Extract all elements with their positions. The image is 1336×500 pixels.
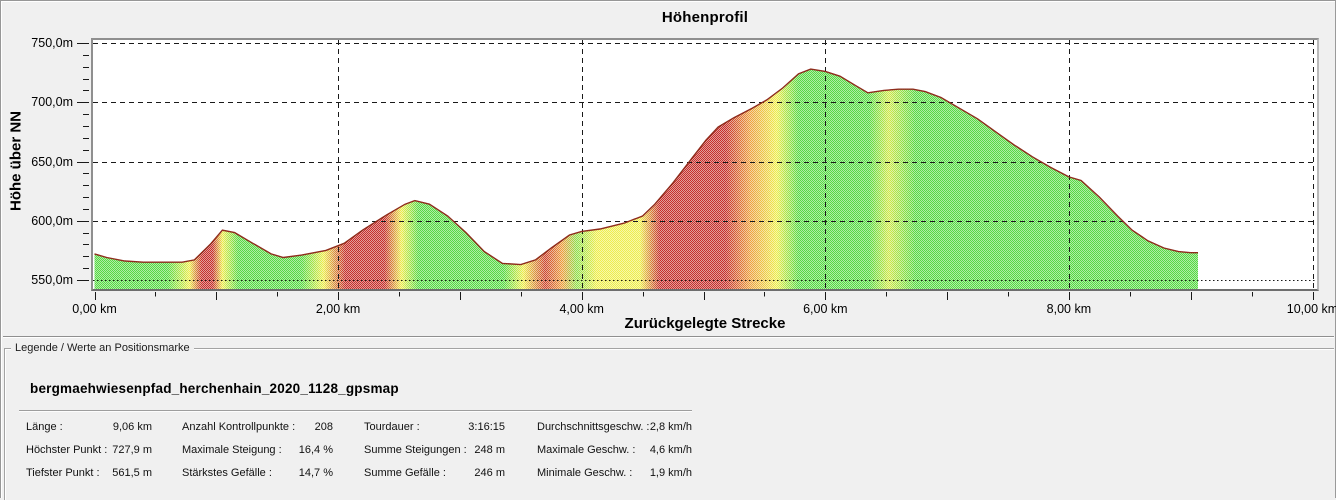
track-name-divider <box>19 410 692 411</box>
y-tick-label: 600,0m <box>11 214 73 229</box>
stat-value: 727,9 m <box>93 444 152 457</box>
stat-label: Maximale Steigung : <box>182 444 282 457</box>
stat-value: 561,5 m <box>93 467 152 480</box>
stat-value: 3:16:15 <box>433 421 505 434</box>
elevation-area-chart <box>93 40 1317 289</box>
stat-value: 246 m <box>433 467 505 480</box>
y-tick-label: 700,0m <box>11 95 73 110</box>
stat-label: Tiefster Punkt : <box>26 467 100 480</box>
y-tick-label: 650,0m <box>11 155 73 170</box>
stat-value: 2,8 km/h <box>620 421 692 434</box>
stat-value: 16,4 % <box>289 444 333 457</box>
stat-label: Länge : <box>26 421 63 434</box>
stat-value: 14,7 % <box>289 467 333 480</box>
stat-label: Minimale Geschw. : <box>537 467 632 480</box>
stat-value: 9,06 km <box>93 421 152 434</box>
legend-groupbox: Legende / Werte an Positionsmarke bergma… <box>4 348 1334 500</box>
elevation-plot-area[interactable] <box>91 38 1319 291</box>
track-name: bergmaehwiesenpfad_herchenhain_2020_1128… <box>30 381 399 396</box>
chart-title: Höhenprofil <box>91 9 1319 26</box>
stat-value: 208 <box>289 421 333 434</box>
stat-value: 1,9 km/h <box>620 467 692 480</box>
stat-value: 248 m <box>433 444 505 457</box>
stat-label: Stärkstes Gefälle : <box>182 467 272 480</box>
legend-groupbox-title: Legende / Werte an Positionsmarke <box>11 342 194 354</box>
stat-label: Anzahl Kontrollpunkte : <box>182 421 295 434</box>
y-tick-label: 550,0m <box>11 273 73 288</box>
y-tick-label: 750,0m <box>11 36 73 51</box>
x-axis-title: Zurückgelegte Strecke <box>91 315 1319 332</box>
stat-value: 4,6 km/h <box>620 444 692 457</box>
stat-label: Tourdauer : <box>364 421 420 434</box>
